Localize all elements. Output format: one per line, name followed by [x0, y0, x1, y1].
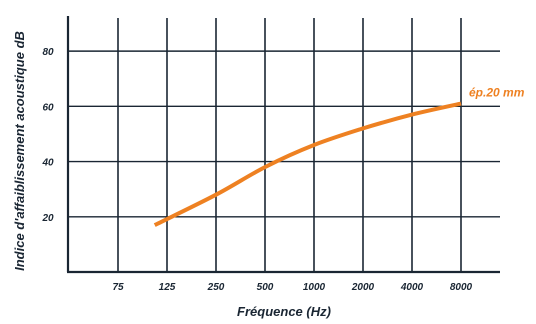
series-label-0: ép.20 mm — [469, 86, 525, 100]
axes — [66, 16, 500, 274]
x-tick-label-75: 75 — [112, 282, 124, 293]
x-tick-label-500: 500 — [257, 282, 274, 293]
y-tick-label-20: 20 — [41, 213, 54, 224]
y-tick-label-40: 40 — [41, 158, 54, 169]
series-point-0-0 — [153, 223, 157, 227]
y-axis-title: Indice d'affaiblissement acoustique dB — [12, 31, 27, 271]
x-tick-label-125: 125 — [159, 282, 176, 293]
y-tick-label-80: 80 — [42, 47, 54, 58]
tick-labels: 75 125 250 500 1000 2000 4000 8000 20 40 60 80 — [41, 47, 472, 293]
series-point-0-5 — [410, 113, 414, 117]
x-tick-label-1000: 1000 — [303, 282, 326, 293]
series-line-0 — [153, 101, 462, 227]
grid — [68, 18, 500, 272]
x-tick-label-2000: 2000 — [351, 282, 375, 293]
x-tick-label-250: 250 — [207, 282, 225, 293]
series-point-0-1 — [214, 193, 218, 197]
series: ép.20 mm — [153, 86, 525, 227]
series-point-0-6 — [459, 102, 463, 106]
x-axis-title: Fréquence (Hz) — [237, 304, 331, 319]
series-point-0-3 — [312, 143, 316, 147]
series-point-0-2 — [263, 165, 267, 169]
y-tick-label-60: 60 — [42, 102, 54, 113]
x-tick-label-8000: 8000 — [450, 282, 473, 293]
series-point-0-4 — [361, 126, 365, 130]
x-tick-label-4000: 4000 — [400, 282, 424, 293]
